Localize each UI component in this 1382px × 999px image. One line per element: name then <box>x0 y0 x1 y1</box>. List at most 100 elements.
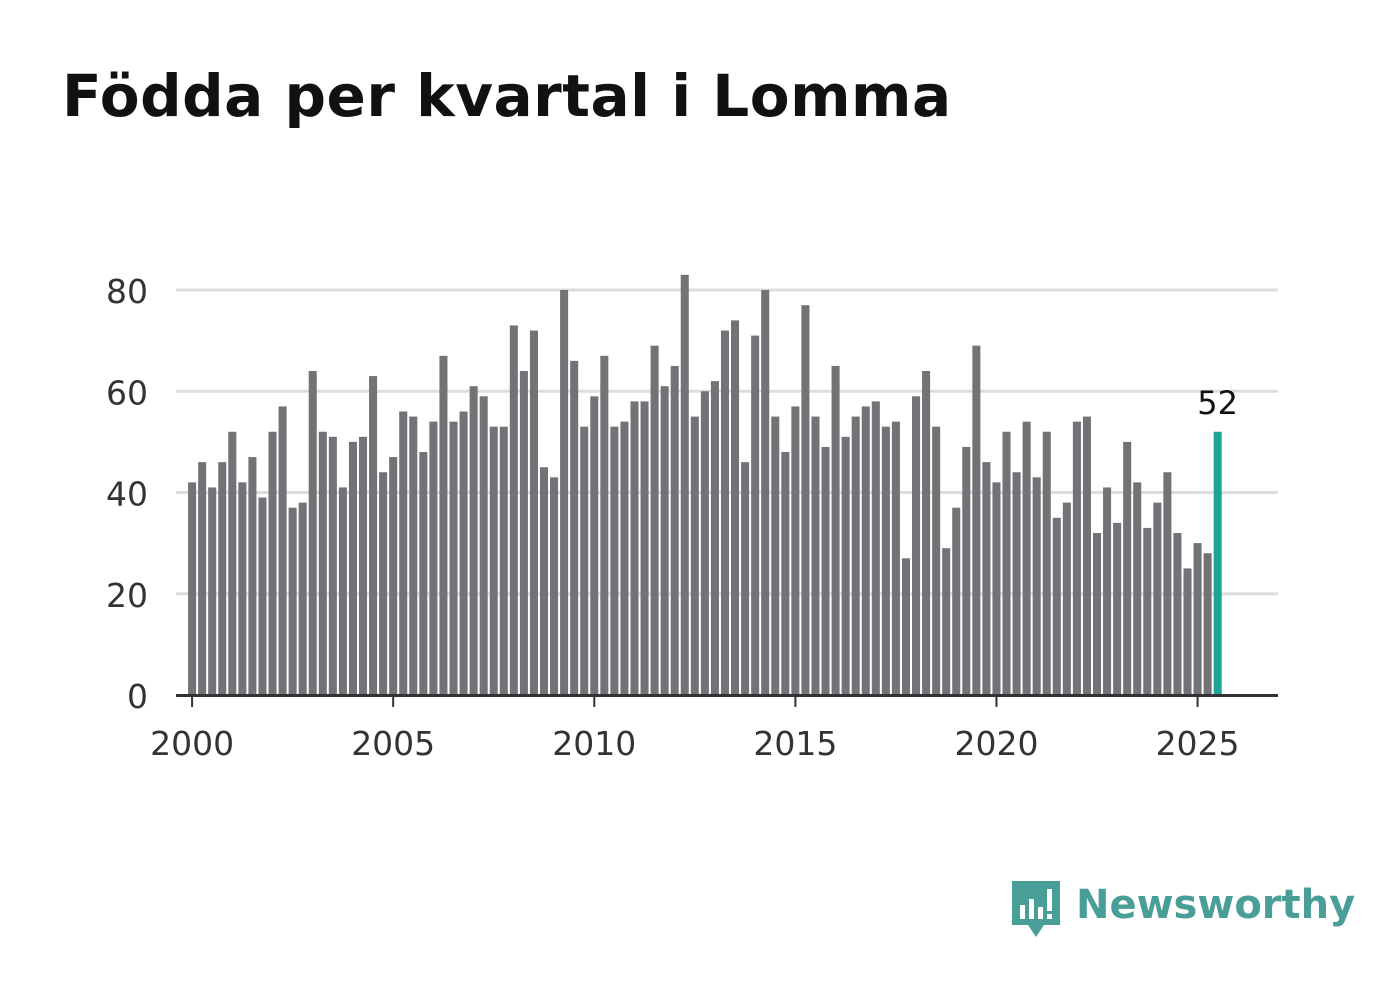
x-tick-label: 2005 <box>351 724 435 763</box>
bar <box>660 386 669 695</box>
chart-title: Födda per kvartal i Lomma <box>62 62 952 130</box>
bar <box>881 426 890 695</box>
bar <box>901 558 910 695</box>
bar <box>781 452 790 695</box>
brand-name: Newsworthy <box>1076 882 1356 928</box>
bar <box>861 406 870 695</box>
bar <box>1032 477 1041 695</box>
bar <box>369 376 378 695</box>
bar <box>379 472 388 695</box>
y-tick-label: 0 <box>127 677 148 716</box>
bar <box>1173 533 1182 695</box>
bar <box>529 330 538 695</box>
bar <box>328 436 337 695</box>
bar <box>620 421 629 695</box>
bar <box>1002 431 1011 695</box>
bar <box>429 421 438 695</box>
bar <box>952 507 961 695</box>
bar-series <box>188 274 1222 695</box>
bar <box>761 290 770 695</box>
bar <box>630 401 639 695</box>
bar <box>1042 431 1051 695</box>
x-tick-label: 2025 <box>1156 724 1240 763</box>
bar <box>1203 553 1212 695</box>
bar <box>308 371 317 695</box>
bar <box>459 411 468 695</box>
bar <box>318 431 327 695</box>
bar <box>972 345 981 695</box>
bar <box>560 290 569 695</box>
bar <box>811 416 820 695</box>
bar <box>358 436 368 695</box>
bar <box>258 497 267 695</box>
bar <box>449 421 458 695</box>
bar <box>550 477 559 695</box>
y-tick-label: 20 <box>106 576 148 615</box>
bar <box>962 446 971 695</box>
bar <box>821 446 830 695</box>
bar <box>499 426 508 695</box>
bar-highlight <box>1213 431 1222 695</box>
x-axis-ticks: 2000 2005 2010 2015 2020 2025 <box>150 695 1240 763</box>
y-tick-label: 40 <box>106 475 148 514</box>
bar <box>1183 568 1192 695</box>
x-tick-label: 2010 <box>552 724 636 763</box>
x-tick-label: 2020 <box>954 724 1038 763</box>
bar <box>600 355 609 695</box>
bar <box>771 416 780 695</box>
bar <box>731 320 740 695</box>
bar <box>791 406 800 695</box>
bar <box>1153 502 1162 695</box>
bar <box>871 401 880 695</box>
bar <box>741 462 750 695</box>
bar <box>1062 502 1071 695</box>
bar <box>680 274 689 695</box>
bar <box>338 487 347 695</box>
bar <box>1022 421 1031 695</box>
y-axis-ticks: 0 20 40 60 80 <box>106 272 148 716</box>
bar <box>922 371 931 695</box>
bar <box>228 431 237 695</box>
bar <box>610 426 619 695</box>
y-tick-label: 60 <box>106 373 148 412</box>
bar <box>912 396 921 695</box>
bar <box>720 330 730 695</box>
bar <box>1103 487 1112 695</box>
bar <box>831 365 840 695</box>
bar <box>419 452 428 695</box>
bar <box>751 335 760 695</box>
bar <box>1193 543 1202 695</box>
bar <box>1143 527 1152 695</box>
bar <box>982 462 991 695</box>
bar <box>851 416 860 695</box>
bar <box>208 487 217 695</box>
bar <box>1123 441 1132 695</box>
highlight-value-label: 52 <box>1197 384 1238 422</box>
bar <box>801 305 810 695</box>
bar <box>1072 421 1081 695</box>
bar <box>489 426 498 695</box>
bar <box>439 355 448 695</box>
bar <box>519 371 528 695</box>
bar <box>992 482 1001 695</box>
bar <box>942 548 951 695</box>
bar <box>690 416 699 695</box>
bar <box>479 396 488 695</box>
bar-chart-speech-bubble-icon <box>1012 881 1060 937</box>
bar <box>218 462 227 695</box>
bar <box>409 416 418 695</box>
bar <box>1052 517 1061 695</box>
bar <box>399 411 408 695</box>
bar <box>288 507 297 695</box>
x-tick-label: 2015 <box>753 724 837 763</box>
bar <box>469 386 478 695</box>
bar <box>580 426 589 695</box>
bar <box>248 457 257 695</box>
bar <box>570 360 579 695</box>
bar <box>590 396 599 695</box>
bar <box>509 325 518 695</box>
bar <box>348 441 357 695</box>
bar <box>891 421 900 695</box>
bar <box>1133 482 1142 695</box>
